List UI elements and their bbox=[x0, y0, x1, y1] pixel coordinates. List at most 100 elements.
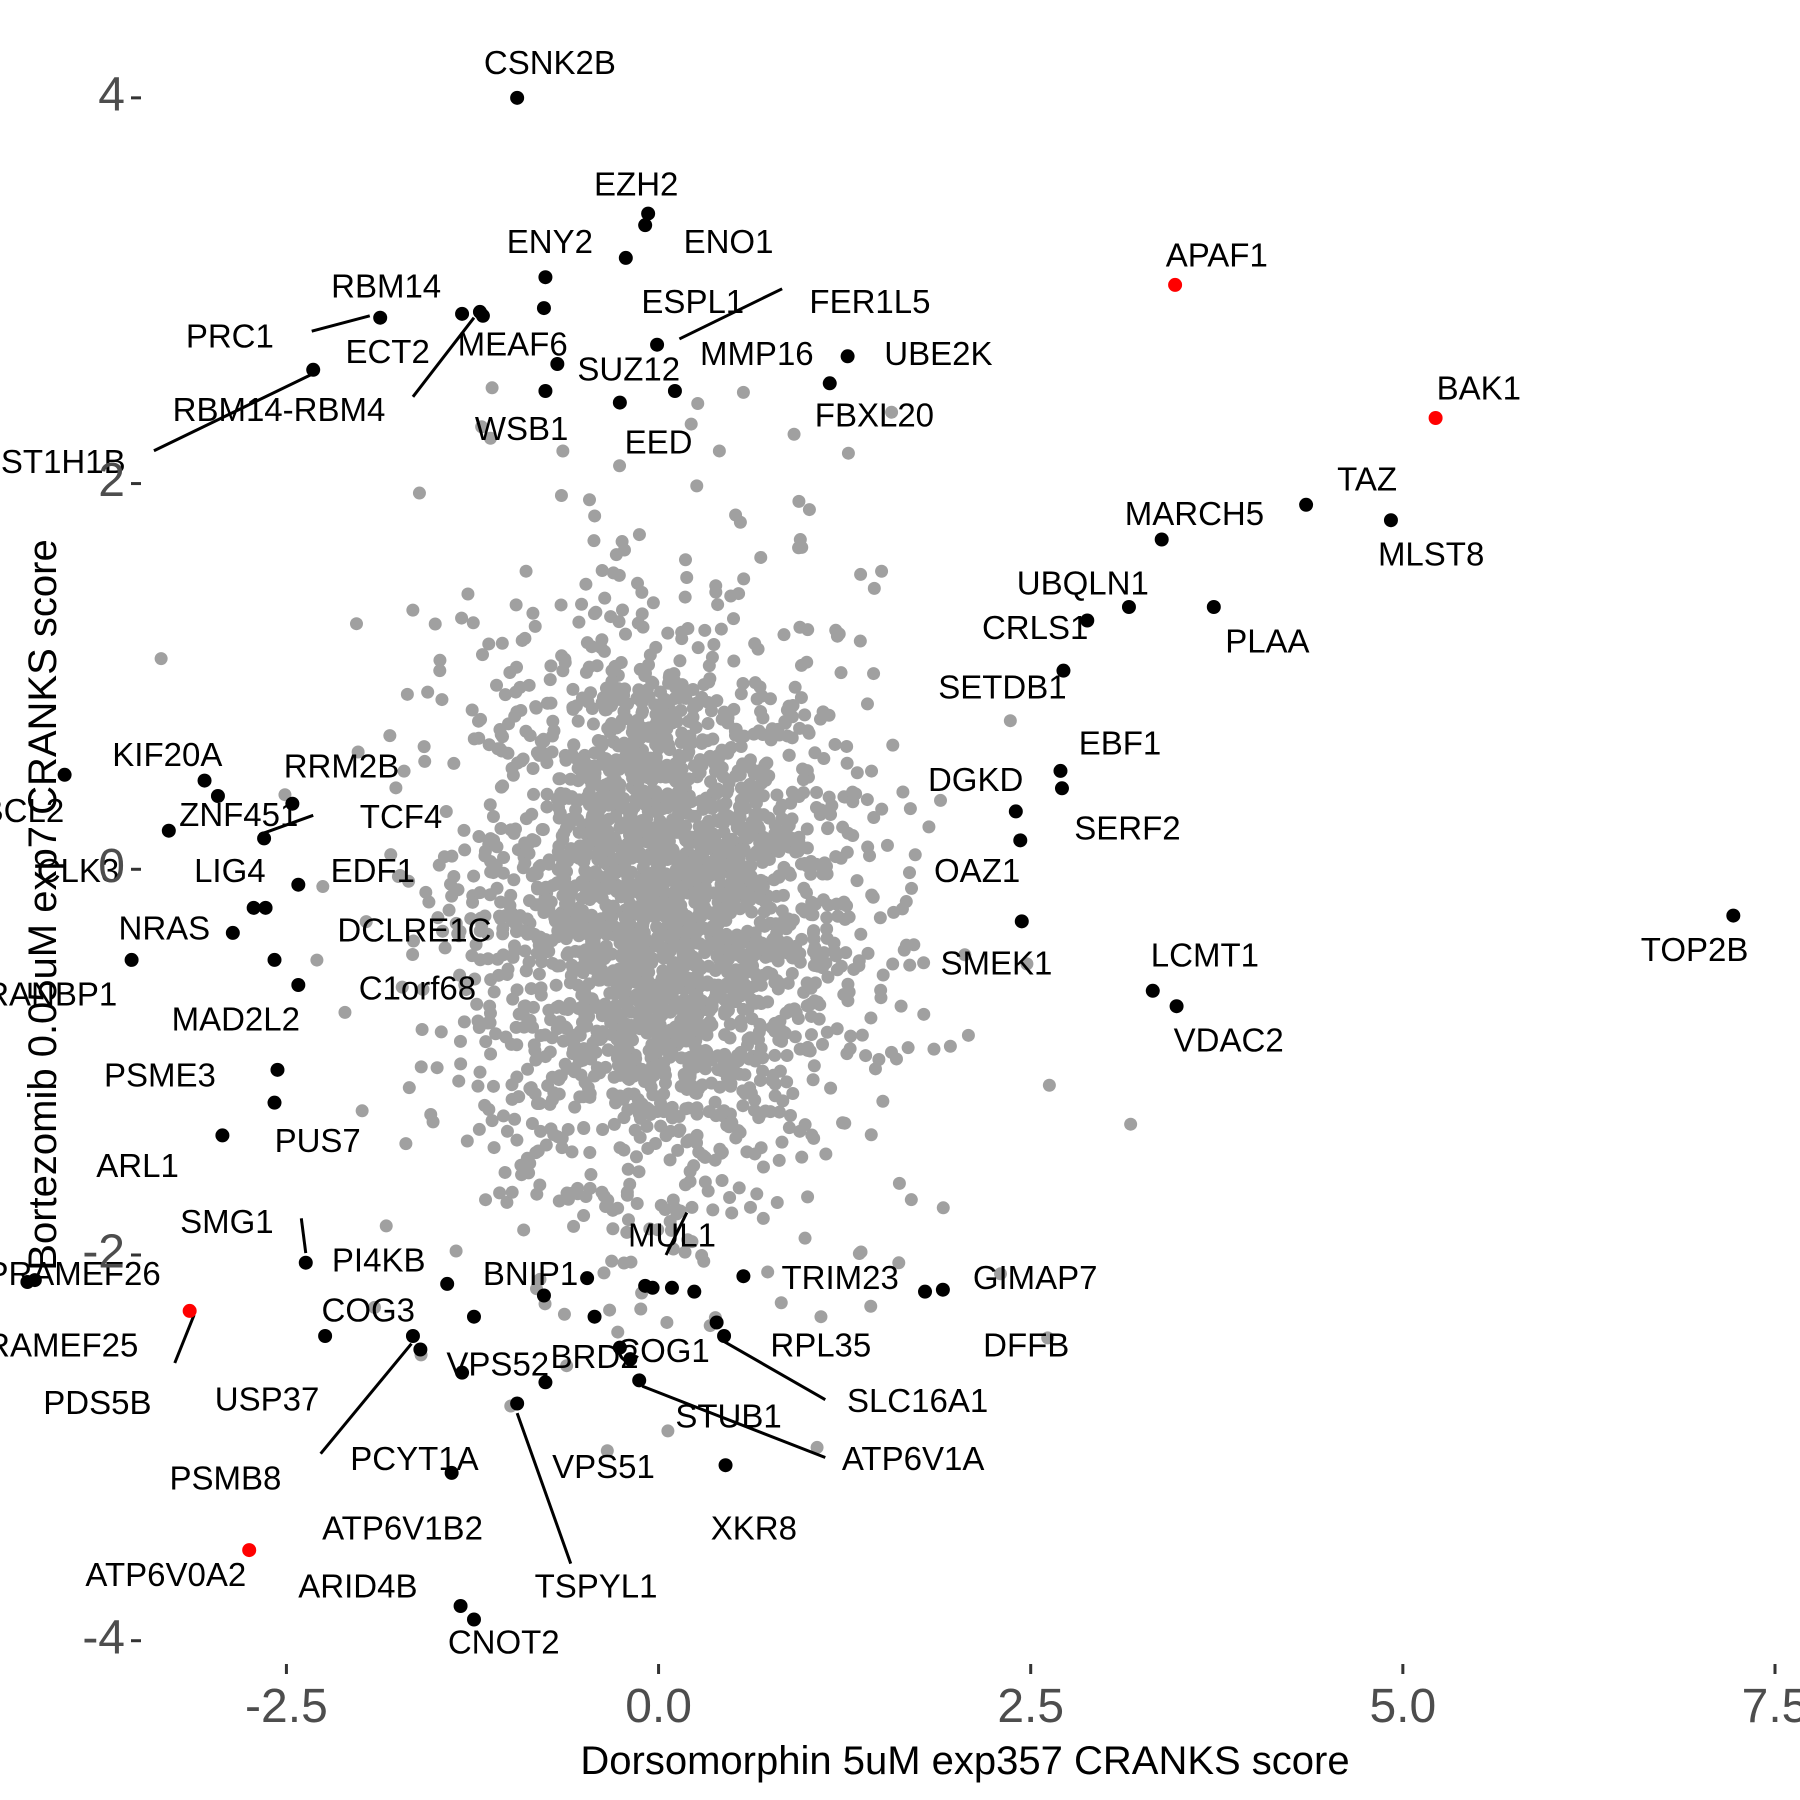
data-point bbox=[267, 1095, 282, 1110]
background-point bbox=[830, 1022, 844, 1036]
background-point bbox=[791, 844, 805, 858]
gene-label: BRD2 bbox=[551, 1338, 639, 1375]
background-point bbox=[713, 1080, 727, 1094]
background-point bbox=[736, 676, 750, 690]
background-point bbox=[716, 810, 730, 824]
background-point bbox=[455, 611, 469, 625]
background-point bbox=[614, 819, 628, 833]
background-point bbox=[651, 1223, 665, 1237]
background-point bbox=[842, 910, 856, 924]
background-point bbox=[625, 804, 639, 818]
background-point bbox=[457, 823, 471, 837]
background-point bbox=[829, 949, 843, 963]
background-point bbox=[587, 534, 601, 548]
background-point bbox=[712, 444, 726, 458]
background-point bbox=[481, 927, 495, 941]
background-point bbox=[777, 628, 791, 642]
background-point bbox=[582, 1009, 596, 1023]
background-point bbox=[646, 720, 660, 734]
background-point bbox=[709, 579, 723, 593]
background-point bbox=[865, 764, 879, 778]
data-point bbox=[20, 1275, 35, 1289]
background-point bbox=[860, 697, 874, 711]
background-point bbox=[469, 937, 483, 951]
background-point bbox=[723, 1017, 737, 1031]
background-point bbox=[792, 494, 806, 508]
background-point bbox=[804, 867, 818, 881]
background-point bbox=[368, 1300, 382, 1314]
background-point bbox=[690, 969, 704, 983]
background-point bbox=[737, 572, 751, 586]
background-point bbox=[690, 479, 704, 493]
background-point bbox=[649, 1136, 663, 1150]
background-point bbox=[529, 700, 543, 714]
background-point bbox=[457, 1015, 471, 1029]
background-point bbox=[837, 895, 851, 909]
data-point bbox=[645, 1280, 660, 1295]
background-point bbox=[542, 853, 556, 867]
background-point bbox=[532, 967, 546, 981]
gene-label: CNOT2 bbox=[448, 1623, 560, 1660]
background-point bbox=[679, 774, 693, 788]
background-point bbox=[585, 945, 599, 959]
background-point bbox=[449, 916, 463, 930]
background-point bbox=[880, 838, 894, 852]
background-point bbox=[830, 629, 844, 643]
background-point bbox=[748, 926, 762, 940]
gene-label: LCMT1 bbox=[1151, 937, 1259, 974]
background-point bbox=[635, 1062, 649, 1076]
gene-label: EED bbox=[625, 424, 693, 461]
background-point bbox=[527, 787, 541, 801]
background-point bbox=[726, 612, 740, 626]
background-point bbox=[700, 1045, 714, 1059]
background-point bbox=[798, 1231, 812, 1245]
background-point bbox=[458, 978, 472, 992]
background-point bbox=[762, 811, 776, 825]
background-point bbox=[751, 994, 765, 1008]
data-point-ebf1 bbox=[1053, 763, 1068, 778]
background-point bbox=[698, 1062, 712, 1076]
background-point bbox=[626, 721, 640, 735]
background-point bbox=[635, 585, 649, 599]
background-point bbox=[620, 1225, 634, 1239]
background-point bbox=[774, 1296, 788, 1310]
background-point bbox=[758, 1104, 772, 1118]
background-point bbox=[690, 1128, 704, 1142]
background-point bbox=[389, 781, 403, 795]
gene-label: SLC16A1 bbox=[847, 1382, 988, 1419]
background-point bbox=[454, 1057, 468, 1071]
background-point bbox=[710, 787, 724, 801]
background-point bbox=[641, 1102, 655, 1116]
gene-label: NRAS bbox=[119, 910, 211, 947]
background-point bbox=[757, 830, 771, 844]
background-point bbox=[746, 959, 760, 973]
background-point bbox=[875, 802, 889, 816]
background-point bbox=[894, 999, 908, 1013]
background-point bbox=[752, 1025, 766, 1039]
gene-label: ATP6V0A2 bbox=[85, 1556, 246, 1593]
gene-label: WSB1 bbox=[475, 410, 569, 447]
gene-label: PRAMEF26 bbox=[0, 1255, 161, 1292]
data-point bbox=[664, 1280, 679, 1295]
background-point bbox=[424, 1108, 438, 1122]
background-point bbox=[745, 1012, 759, 1026]
background-point bbox=[402, 1081, 416, 1095]
gene-label: PLAA bbox=[1225, 622, 1309, 659]
background-point bbox=[662, 738, 676, 752]
data-point-nras bbox=[225, 925, 240, 940]
background-point bbox=[650, 1019, 664, 1033]
background-point bbox=[750, 692, 764, 706]
background-point bbox=[698, 623, 712, 637]
background-point bbox=[936, 1201, 950, 1215]
data-point-atp6v0a2 bbox=[242, 1543, 257, 1558]
background-point bbox=[748, 1147, 762, 1161]
background-point bbox=[472, 830, 486, 844]
background-point bbox=[770, 889, 784, 903]
background-point bbox=[526, 761, 540, 775]
background-point bbox=[534, 1124, 548, 1138]
gene-label: PSMB8 bbox=[169, 1459, 281, 1496]
background-point bbox=[490, 678, 504, 692]
background-point bbox=[523, 729, 537, 743]
background-point bbox=[654, 922, 668, 936]
background-point bbox=[738, 1068, 752, 1082]
